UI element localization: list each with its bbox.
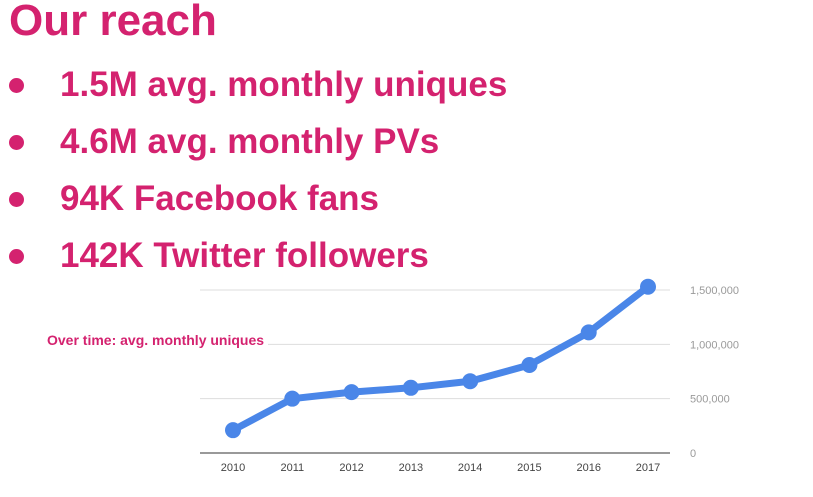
data-point [580, 324, 597, 341]
bullet-dot-icon [9, 249, 24, 264]
chart-y-axis: 0 500,000 1,000,000 1,500,000 [690, 285, 739, 460]
data-point [284, 390, 301, 407]
x-tick-label: 2015 [517, 462, 541, 474]
data-point [462, 373, 479, 390]
bullet-dot-icon [9, 192, 24, 207]
data-point [343, 384, 360, 401]
stat-facebook-fans: 94K Facebook fans [60, 179, 379, 218]
stat-monthly-uniques: 1.5M avg. monthly uniques [60, 65, 508, 104]
data-point [521, 356, 538, 373]
y-tick-label: 0 [690, 448, 696, 460]
data-point [225, 422, 241, 439]
y-tick-label: 1,500,000 [690, 285, 739, 297]
stat-twitter-followers: 142K Twitter followers [60, 236, 429, 275]
bullet-dot-icon [9, 78, 24, 93]
bullet-dot-icon [9, 135, 24, 150]
x-tick-label: 2011 [280, 462, 304, 474]
chart-x-axis: 2010 2011 2012 2013 2014 2015 2016 2017 [221, 462, 660, 474]
x-tick-label: 2017 [636, 462, 660, 474]
data-point [402, 379, 419, 396]
slide-title: Our reach [9, 0, 217, 45]
stat-monthly-pageviews: 4.6M avg. monthly PVs [60, 122, 440, 161]
x-tick-label: 2016 [576, 462, 600, 474]
x-tick-label: 2013 [399, 462, 423, 474]
x-tick-label: 2010 [221, 462, 245, 474]
x-tick-label: 2014 [458, 462, 482, 474]
x-tick-label: 2012 [339, 462, 363, 474]
data-point [640, 278, 656, 295]
series-line [229, 283, 652, 434]
y-tick-label: 500,000 [690, 394, 730, 406]
y-tick-label: 1,000,000 [690, 339, 739, 351]
chart-gridlines [200, 289, 670, 454]
chart-caption: Over time: avg. monthly uniques [47, 332, 269, 348]
chart-series [225, 278, 656, 439]
